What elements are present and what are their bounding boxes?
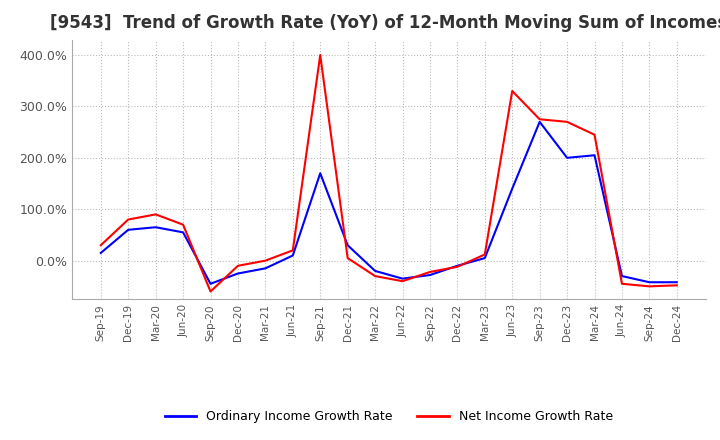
- Ordinary Income Growth Rate: [618, 273, 626, 279]
- Net Income Growth Rate: [536, 117, 544, 122]
- Net Income Growth Rate: [371, 273, 379, 279]
- Ordinary Income Growth Rate: [426, 272, 434, 278]
- Net Income Growth Rate: [590, 132, 599, 137]
- Ordinary Income Growth Rate: [96, 250, 105, 256]
- Line: Ordinary Income Growth Rate: Ordinary Income Growth Rate: [101, 122, 677, 284]
- Ordinary Income Growth Rate: [289, 253, 297, 258]
- Ordinary Income Growth Rate: [398, 276, 407, 281]
- Ordinary Income Growth Rate: [508, 186, 516, 191]
- Ordinary Income Growth Rate: [536, 119, 544, 125]
- Ordinary Income Growth Rate: [343, 242, 352, 248]
- Net Income Growth Rate: [96, 242, 105, 248]
- Ordinary Income Growth Rate: [563, 155, 572, 161]
- Net Income Growth Rate: [508, 88, 516, 94]
- Title: [9543]  Trend of Growth Rate (YoY) of 12-Month Moving Sum of Incomes: [9543] Trend of Growth Rate (YoY) of 12-…: [50, 15, 720, 33]
- Net Income Growth Rate: [563, 119, 572, 125]
- Ordinary Income Growth Rate: [206, 281, 215, 286]
- Ordinary Income Growth Rate: [371, 268, 379, 274]
- Ordinary Income Growth Rate: [233, 271, 242, 276]
- Ordinary Income Growth Rate: [645, 279, 654, 285]
- Net Income Growth Rate: [398, 279, 407, 284]
- Net Income Growth Rate: [124, 217, 132, 222]
- Net Income Growth Rate: [179, 222, 187, 227]
- Ordinary Income Growth Rate: [480, 256, 489, 261]
- Ordinary Income Growth Rate: [179, 230, 187, 235]
- Ordinary Income Growth Rate: [261, 266, 270, 271]
- Net Income Growth Rate: [672, 282, 681, 288]
- Net Income Growth Rate: [206, 289, 215, 294]
- Net Income Growth Rate: [261, 258, 270, 263]
- Ordinary Income Growth Rate: [316, 171, 325, 176]
- Net Income Growth Rate: [343, 256, 352, 261]
- Net Income Growth Rate: [426, 269, 434, 275]
- Ordinary Income Growth Rate: [151, 224, 160, 230]
- Ordinary Income Growth Rate: [590, 153, 599, 158]
- Line: Net Income Growth Rate: Net Income Growth Rate: [101, 55, 677, 291]
- Net Income Growth Rate: [316, 52, 325, 58]
- Net Income Growth Rate: [289, 248, 297, 253]
- Net Income Growth Rate: [480, 252, 489, 257]
- Net Income Growth Rate: [645, 284, 654, 289]
- Ordinary Income Growth Rate: [672, 279, 681, 285]
- Ordinary Income Growth Rate: [453, 263, 462, 268]
- Net Income Growth Rate: [618, 281, 626, 286]
- Legend: Ordinary Income Growth Rate, Net Income Growth Rate: Ordinary Income Growth Rate, Net Income …: [160, 405, 618, 428]
- Ordinary Income Growth Rate: [124, 227, 132, 232]
- Net Income Growth Rate: [233, 263, 242, 268]
- Net Income Growth Rate: [453, 264, 462, 269]
- Net Income Growth Rate: [151, 212, 160, 217]
